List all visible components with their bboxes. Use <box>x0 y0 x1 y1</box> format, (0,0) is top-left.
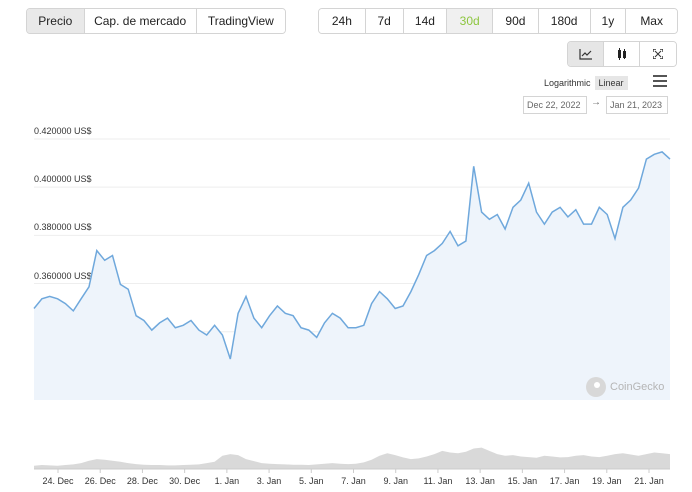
range-24h[interactable]: 24h <box>319 9 366 33</box>
x-tick-label: 15. Jan <box>507 476 538 486</box>
date-to-input[interactable]: Jan 21, 2023 <box>606 96 668 114</box>
volume-area <box>34 447 670 469</box>
range-90d[interactable]: 90d <box>493 9 539 33</box>
x-tick-label: 26. Dec <box>84 476 116 486</box>
range-7d[interactable]: 7d <box>365 9 404 33</box>
date-from-input[interactable]: Dec 22, 2022 <box>523 96 587 114</box>
x-tick-label: 17. Jan <box>549 476 580 486</box>
y-tick-label: 0.360000 US$ <box>34 270 92 281</box>
range-14d[interactable]: 14d <box>403 9 448 33</box>
x-tick-label: 7. Jan <box>341 476 366 486</box>
price-area <box>34 151 670 400</box>
watermark-text: CoinGecko <box>610 381 665 393</box>
fullscreen-icon[interactable] <box>639 42 676 66</box>
x-tick-label: 19. Jan <box>592 476 622 486</box>
scale-toggle: Logarithmic Linear <box>540 74 628 92</box>
y-tick-label: 0.380000 US$ <box>34 222 92 233</box>
range-1y[interactable]: 1y <box>590 9 627 33</box>
coingecko-watermark: CoinGecko <box>586 377 664 397</box>
x-tick-label: 21. Jan <box>634 476 664 486</box>
tab-precio[interactable]: Precio <box>27 9 85 33</box>
x-tick-label: 11. Jan <box>423 476 453 486</box>
logarithmic-option[interactable]: Logarithmic <box>544 78 591 88</box>
x-tick-label: 24. Dec <box>42 476 74 486</box>
arrow-right-icon: → <box>591 97 601 108</box>
linear-option[interactable]: Linear <box>594 76 628 90</box>
tab-tradingview[interactable]: TradingView <box>196 9 285 33</box>
coingecko-logo-icon <box>586 377 606 397</box>
view-tabs <box>567 41 677 67</box>
range-max[interactable]: Max <box>626 9 677 33</box>
candlestick-icon[interactable] <box>604 42 640 66</box>
x-tick-label: 13. Jan <box>465 476 495 486</box>
y-tick-label: 0.400000 US$ <box>34 174 92 185</box>
price-line <box>33 151 671 360</box>
x-tick-label: 3. Jan <box>256 476 282 486</box>
x-tick-label: 9. Jan <box>383 476 408 486</box>
x-tick-label: 5. Jan <box>299 476 324 486</box>
range-tabs: 24h 7d 14d 30d 90d 180d 1y Max <box>318 8 678 34</box>
x-tick-label: 1. Jan <box>214 476 240 486</box>
line-chart-icon[interactable] <box>568 42 605 66</box>
chart-type-tabs: Precio Cap. de mercado TradingView <box>26 8 286 34</box>
x-tick-label: 28. Dec <box>126 476 158 486</box>
y-tick-label: 0.420000 US$ <box>34 126 92 136</box>
tab-market-cap[interactable]: Cap. de mercado <box>84 9 197 33</box>
range-180d[interactable]: 180d <box>538 9 591 33</box>
range-30d[interactable]: 30d <box>447 9 494 33</box>
menu-icon[interactable] <box>653 75 667 87</box>
x-tick-label: 30. Dec <box>169 476 201 486</box>
